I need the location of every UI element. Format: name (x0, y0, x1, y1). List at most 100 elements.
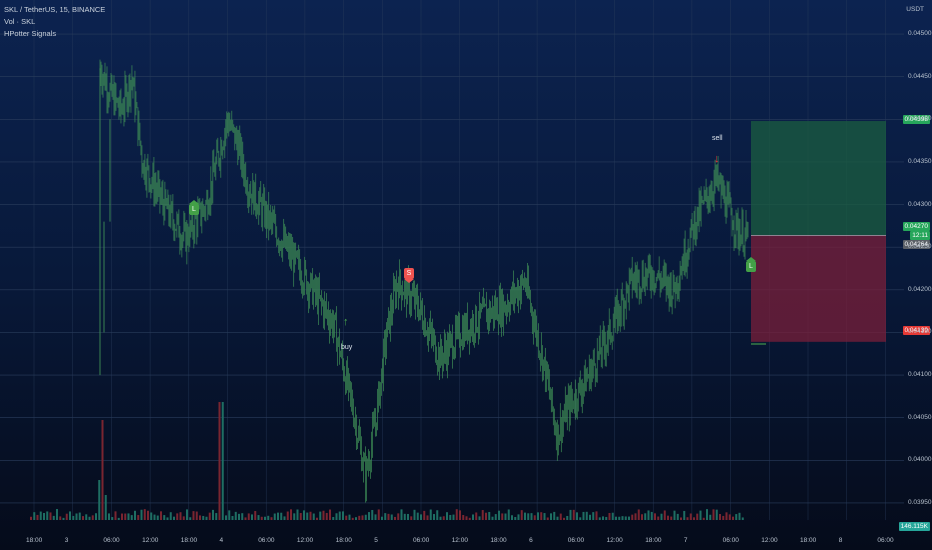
volume-bar (416, 512, 419, 520)
volume-bar (49, 512, 52, 520)
time-tick-label: 12:00 (451, 537, 468, 544)
volume-bar (225, 515, 227, 520)
volume-bar (696, 513, 699, 520)
signals-indicator-label[interactable]: HPotter Signals (4, 29, 57, 38)
volume-bar (335, 513, 338, 520)
volume-bar (676, 513, 679, 520)
volume-bar (273, 513, 276, 520)
volume-bar (621, 516, 624, 520)
volume-bar (413, 509, 416, 520)
volume-bar (348, 514, 351, 520)
volume-bar (306, 512, 309, 520)
sell-label: sell (712, 135, 723, 142)
volume-bar (43, 512, 45, 520)
volume-bar (394, 516, 396, 520)
volume-indicator-label[interactable]: Vol · SKL (4, 17, 36, 26)
volume-bar (218, 402, 221, 520)
volume-bar (566, 515, 569, 520)
volume-bar (478, 516, 481, 520)
volume-bar (355, 517, 357, 520)
volume-bar (520, 510, 523, 520)
volume-bar (52, 515, 55, 520)
price-tick-label: 0.03950 (908, 498, 932, 506)
volume-bar (212, 509, 214, 520)
volume-bar (738, 512, 741, 520)
volume-bar (423, 510, 426, 520)
symbol-title[interactable]: SKL / TetherUS, 15, BINANCE (4, 5, 106, 14)
volume-bar (631, 514, 634, 520)
volume-bar (312, 513, 315, 520)
volume-bar (316, 517, 318, 520)
time-tick-label: 12:00 (761, 537, 778, 544)
volume-bar (329, 509, 331, 520)
price-tick-label: 0.04400 (908, 115, 932, 123)
volume-bar (641, 514, 643, 520)
time-tick-label: 06:00 (413, 537, 430, 544)
volume-bar (33, 512, 36, 520)
volume-bar (537, 512, 539, 520)
volume-bar (88, 516, 91, 520)
volume-bar (715, 509, 718, 520)
countdown-badge: 12:11 (910, 231, 930, 240)
volume-bar (143, 509, 146, 520)
volume-bar (663, 510, 666, 520)
volume-bar (527, 513, 530, 520)
volume-bar (257, 515, 260, 520)
volume-bar (680, 517, 682, 520)
volume-bar (238, 513, 240, 520)
volume-bar (270, 517, 273, 520)
price-tick-label: 0.04300 (908, 200, 932, 208)
volume-bar (267, 515, 270, 520)
price-scale-unit[interactable]: USDT (906, 6, 924, 13)
volume-bar (605, 516, 608, 520)
time-tick-label: 06:00 (722, 537, 739, 544)
volume-bar (589, 514, 591, 520)
time-tick-label: 7 (683, 537, 688, 544)
volume-bar (719, 514, 721, 520)
volume-bar (689, 513, 692, 520)
volume-bar (615, 516, 617, 520)
volume-bar (504, 513, 507, 520)
volume-bar (65, 513, 68, 520)
volume-bar (69, 511, 71, 520)
time-tick-label: 6 (529, 537, 533, 544)
volume-bar (602, 516, 604, 520)
volume-bar (660, 513, 663, 520)
volume-bar (514, 517, 517, 520)
target-price-badge: 0.04398 (902, 115, 930, 124)
volume-bar (608, 513, 611, 520)
volume-bar (384, 513, 387, 520)
volume-bar (595, 511, 598, 520)
volume-bar (439, 516, 442, 520)
time-tick-label: 18:00 (26, 537, 43, 544)
entry-price-badge: 0.04264 (902, 240, 930, 249)
grid-lines (0, 0, 904, 520)
time-tick-label: 18:00 (490, 537, 507, 544)
volume-bar (732, 516, 734, 520)
volume-bar (221, 402, 224, 520)
volume-bar (442, 516, 445, 520)
volume-bar (709, 514, 712, 520)
price-tick-label: 0.04450 (908, 72, 932, 80)
volume-bar (199, 515, 201, 520)
price-tick-label: 0.04250 (908, 243, 932, 251)
volume-bar (387, 513, 390, 520)
volume-bar (498, 510, 500, 520)
volume-badge: 146.115K (898, 522, 930, 531)
volume-bar (228, 510, 231, 520)
volume-bar (208, 512, 211, 520)
volume-bar (693, 517, 695, 520)
volume-bar (303, 510, 305, 520)
volume-bar (114, 511, 117, 520)
volume-bar (569, 509, 572, 520)
volume-bar (465, 516, 468, 520)
volume-bar (202, 515, 205, 520)
volume-bar (244, 517, 247, 520)
volume-bar (163, 515, 166, 520)
volume-bar (290, 509, 292, 520)
volume-bar (699, 510, 702, 520)
volume-bar (176, 513, 179, 520)
volume-bar (530, 513, 533, 520)
volume-bar (186, 509, 188, 520)
